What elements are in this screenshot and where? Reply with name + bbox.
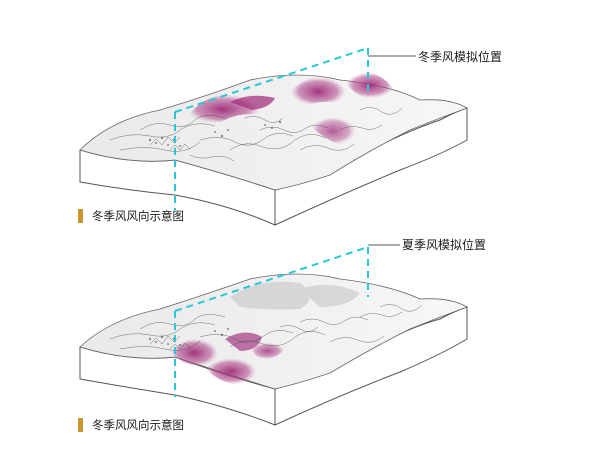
terrain-surface <box>79 74 468 191</box>
caption-marker <box>78 418 83 432</box>
callout-label: 冬季风模拟位置 <box>418 50 503 64</box>
terrain-linework <box>109 304 423 351</box>
caption-text: 冬季风风向示意图 <box>92 209 184 223</box>
simulation-plane <box>174 47 369 210</box>
simulation-plane <box>174 246 369 397</box>
callout-label: 夏季风模拟位置 <box>402 238 487 252</box>
grey-shading <box>230 281 360 310</box>
terrain-block-diagram <box>79 47 468 226</box>
terrain-block-diagram <box>79 244 468 426</box>
wind-zone <box>170 332 285 385</box>
figure-caption: 冬季风风向示意图 <box>78 208 184 224</box>
terrain-panel-winter: 冬季风模拟位置 冬季风风向示意图 <box>78 47 503 226</box>
caption-marker <box>78 209 83 223</box>
caption-text: 冬季风风向示意图 <box>92 418 184 432</box>
terrain-panel-summer: 夏季风模拟位置 冬季风风向示意图 <box>0 227 596 454</box>
figure-caption: 冬季风风向示意图 <box>78 417 184 433</box>
